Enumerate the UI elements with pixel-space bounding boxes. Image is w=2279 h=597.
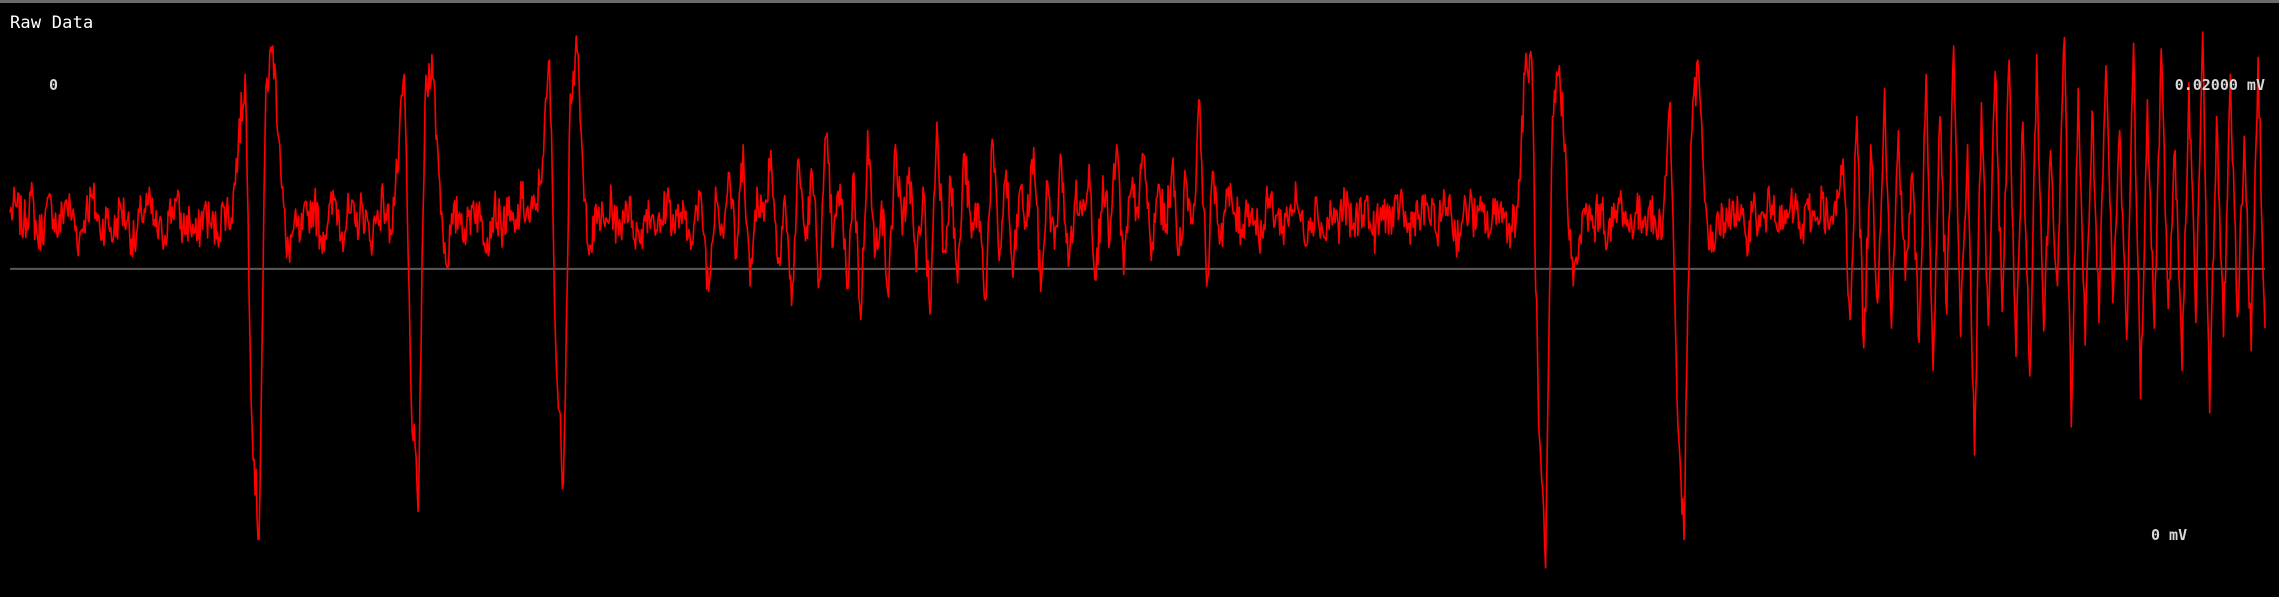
top-divider xyxy=(0,0,2279,3)
channel-label: 0 xyxy=(49,76,59,94)
y-max-label: 0.02000 mV xyxy=(2174,76,2265,94)
panel-title: Raw Data xyxy=(10,13,94,33)
y-min-label: 0 mV xyxy=(2151,526,2188,544)
signal-trace-channel-0 xyxy=(9,31,2266,569)
